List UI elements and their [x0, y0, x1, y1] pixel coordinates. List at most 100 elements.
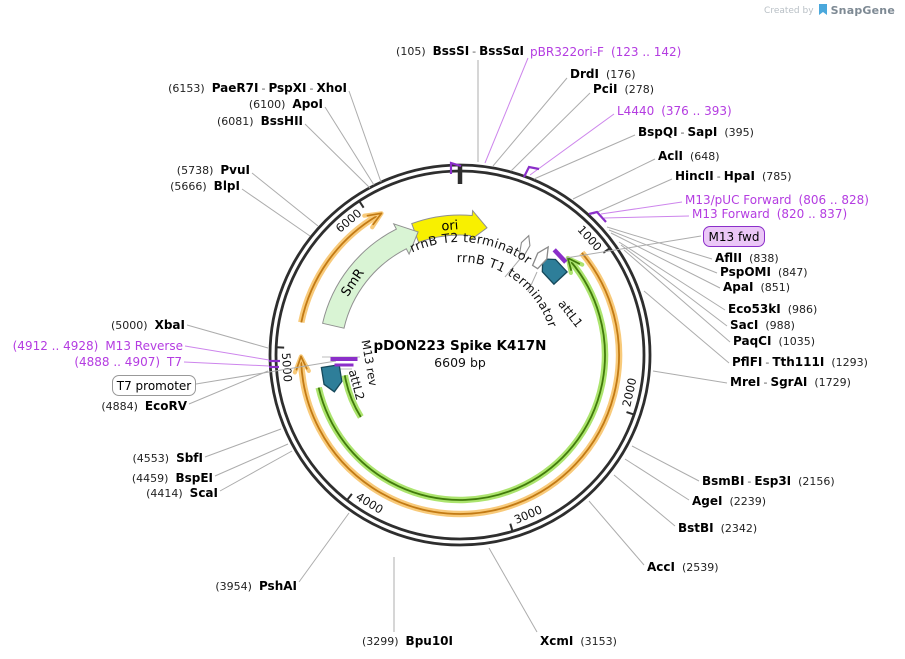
leader-line [613, 474, 676, 527]
callout-agei[interactable]: AgeI (2239) [692, 494, 766, 508]
site-position: (4884) [101, 400, 138, 413]
callout-drdi[interactable]: DrdI (176) [570, 67, 636, 81]
callout-aflii[interactable]: AflII (838) [715, 251, 779, 265]
callout-eco53ki[interactable]: Eco53kI (986) [728, 302, 817, 316]
callout-pflfi[interactable]: PflFI - Tth111I (1293) [732, 355, 868, 369]
site-position: (376 .. 393) [661, 104, 732, 118]
leader-line [572, 158, 656, 200]
callout-pspomi[interactable]: PspOMI (847) [720, 265, 808, 279]
site-position: (2539) [681, 561, 719, 574]
site-name: SgrAI [770, 375, 808, 389]
m13-fwd-box[interactable]: M13 fwd [703, 226, 765, 247]
callout-blpi[interactable]: (5666) BlpI [170, 179, 240, 193]
terminator-flag-t1[interactable] [531, 244, 553, 270]
leader-line [324, 106, 375, 186]
site-position: (3954) [215, 580, 252, 593]
leader-line [643, 290, 730, 364]
callout-pcii[interactable]: PciI (278) [593, 82, 654, 96]
site-position: (785) [761, 170, 792, 183]
callout-pbr322ori-f[interactable]: pBR322ori-F (123 .. 142) [530, 45, 681, 59]
m13-fwd-primer-bar[interactable] [552, 248, 568, 264]
site-position: (1729) [814, 376, 851, 389]
callout-scai[interactable]: (4414) ScaI [146, 486, 218, 500]
site-name: M13/pUC Forward [685, 193, 792, 207]
callout-saci[interactable]: SacI (988) [730, 318, 795, 332]
callout-ecorv[interactable]: (4884) EcoRV [101, 399, 187, 413]
t7-primer-bar[interactable] [334, 363, 354, 367]
leader-line [484, 57, 529, 164]
callout-m13-forward[interactable]: M13 Forward (820 .. 837) [692, 207, 847, 221]
callout-acci[interactable]: AccI (2539) [647, 560, 719, 574]
feature-smr-region-arc[interactable] [298, 211, 384, 324]
watermark: Created by SnapGene [764, 4, 895, 17]
callout-xcmi[interactable]: XcmI (3153) [540, 634, 617, 648]
callout-paqci[interactable]: PaqCI (1035) [733, 334, 815, 348]
site-position: (278) [624, 83, 655, 96]
callout-bpu10i[interactable]: (3299) Bpu10I [362, 634, 453, 648]
callout-l4440[interactable]: L4440 (376 .. 393) [617, 104, 732, 118]
tick-label-2000: 2000 [619, 376, 639, 408]
leader-line [527, 271, 538, 293]
site-name: AclI [658, 149, 683, 163]
callout-t7[interactable]: (4888 .. 4907) T7 [74, 355, 182, 369]
feature-smr-arrow[interactable] [322, 222, 419, 329]
leader-line [184, 345, 270, 361]
callout-pvui[interactable]: (5738) PvuI [177, 163, 250, 177]
site-name: PaqCI [733, 334, 772, 348]
name-separator: - [472, 45, 477, 58]
attL2-arrow[interactable] [320, 363, 343, 393]
callout-apai[interactable]: ApaI (851) [723, 280, 790, 294]
l4440-marker [523, 165, 540, 178]
site-position: (5738) [176, 164, 214, 177]
feature-inner-green-arc[interactable] [341, 374, 364, 419]
site-position: (648) [689, 150, 720, 163]
callout-bsmbi[interactable]: BsmBI - Esp3I (2156) [702, 474, 835, 488]
callout-m13-puc-forward[interactable]: M13/pUC Forward (806 .. 828) [685, 193, 869, 207]
callout-bsssi[interactable]: (105) BssSI - BssSαI [396, 44, 524, 58]
site-name: BssSI [432, 44, 470, 58]
callout-apoi[interactable]: (6100) ApoI [249, 97, 323, 111]
name-separator: - [763, 376, 768, 389]
site-position: (6153) [168, 82, 205, 95]
leader-line [504, 258, 521, 278]
callout-bsshii[interactable]: (6081) BssHII [217, 114, 303, 128]
leader-line [565, 235, 702, 259]
site-name: BstBI [678, 521, 714, 535]
feature-ori-arrow[interactable] [411, 209, 488, 244]
m13-rev-primer-bar[interactable] [330, 357, 358, 361]
terminator-flag-t2[interactable] [518, 234, 533, 256]
t7-promoter-box[interactable]: T7 promoter [112, 375, 196, 396]
leader-line [195, 360, 337, 385]
callout-bspei[interactable]: (4459) BspEI [132, 471, 213, 485]
site-name: M13 Forward [692, 207, 770, 221]
leader-line [488, 547, 538, 633]
feature-spike-green-arc[interactable] [315, 255, 609, 504]
site-name: HpaI [723, 169, 755, 183]
site-position: (820 .. 837) [776, 207, 848, 221]
site-name: ApaI [723, 280, 754, 294]
name-separator: - [765, 356, 770, 369]
callout-mrei[interactable]: MreI - SgrAI (1729) [730, 375, 851, 389]
tick-4000 [346, 493, 353, 501]
site-name: Eco53kI [728, 302, 781, 316]
callout-acli[interactable]: AclI (648) [658, 149, 720, 163]
tick-label-5000: 5000 [279, 352, 295, 382]
callout-hincii[interactable]: HincII - HpaI (785) [675, 169, 792, 183]
callout-m13-reverse[interactable]: (4912 .. 4928) M13 Reverse [13, 339, 183, 353]
leader-line [188, 370, 269, 405]
site-name: BlpI [213, 179, 240, 193]
leader-line [623, 249, 731, 343]
callout-paer7i[interactable]: (6153) PaeR7I - PspXI - XhoI [168, 81, 347, 95]
callout-xbai[interactable]: (5000) XbaI [111, 318, 185, 332]
site-name: SapI [687, 125, 718, 139]
callout-bspqi[interactable]: BspQI - SapI (395) [638, 125, 754, 139]
attL1-arrow[interactable] [536, 253, 569, 286]
callout-sbfi[interactable]: (4553) SbfI [133, 451, 204, 465]
leader-line [492, 77, 568, 167]
site-position: (986) [787, 303, 818, 316]
callout-bstbi[interactable]: BstBI (2342) [678, 521, 757, 535]
leader-line [219, 450, 293, 492]
callout-pshai[interactable]: (3954) PshAI [215, 579, 297, 593]
site-name: Tth111I [772, 355, 825, 369]
